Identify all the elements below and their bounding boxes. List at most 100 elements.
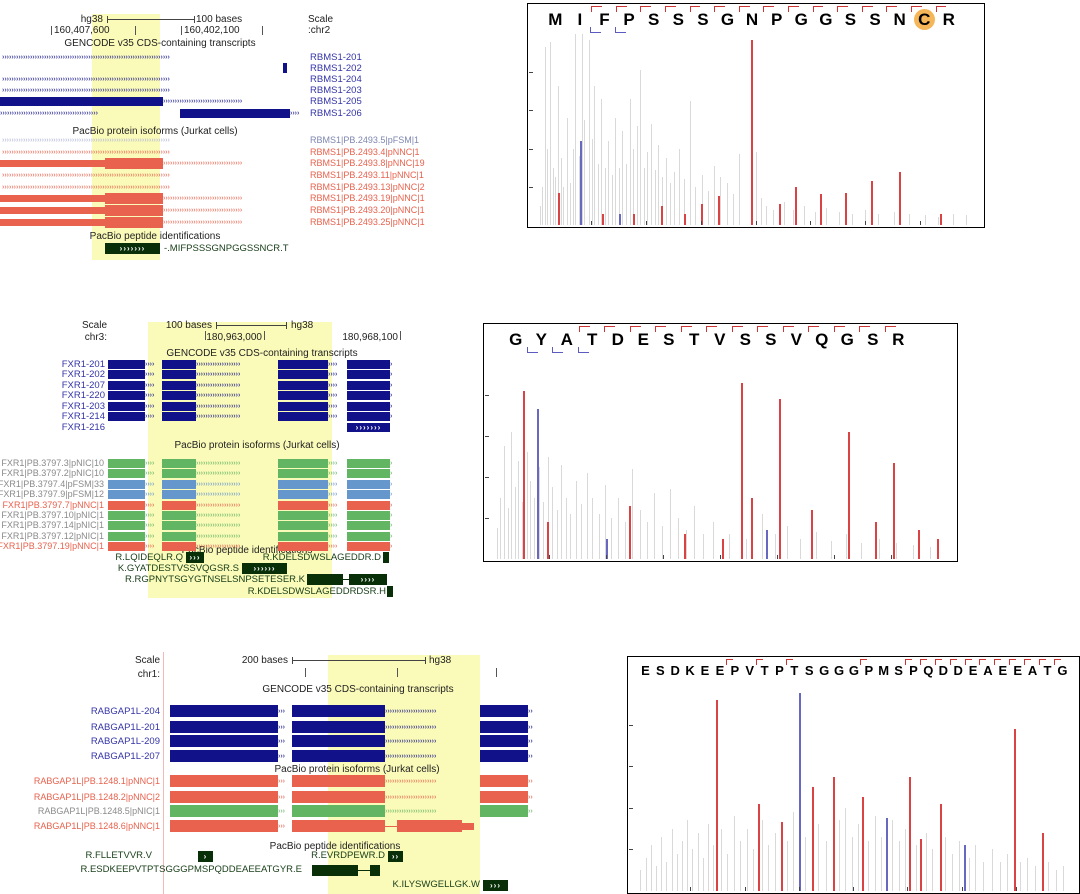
transcript-exon[interactable] xyxy=(162,401,196,411)
transcript-exon[interactable] xyxy=(278,401,328,411)
isoform-exon[interactable] xyxy=(397,820,462,832)
isoform-label[interactable]: RBMS1|PB.2493.13|pNNC|2 xyxy=(310,182,425,192)
transcript-label[interactable]: FXR1-203 xyxy=(61,401,105,412)
transcript-exon[interactable] xyxy=(347,369,390,379)
transcript-exon[interactable] xyxy=(278,380,328,390)
peptide-box[interactable]: ›››› xyxy=(349,573,387,585)
transcript-label[interactable]: FXR1-202 xyxy=(61,369,105,380)
isoform-exon[interactable] xyxy=(278,458,328,468)
transcript-exon[interactable] xyxy=(347,390,390,400)
transcript-exon[interactable] xyxy=(278,390,328,400)
transcript-exon[interactable] xyxy=(347,359,390,369)
isoform-exon[interactable] xyxy=(278,531,328,541)
isoform-exon[interactable] xyxy=(480,791,528,803)
transcript-exon[interactable] xyxy=(162,359,196,369)
peptide-box[interactable] xyxy=(370,864,380,876)
isoform-exon[interactable] xyxy=(105,157,163,169)
isoform-exon[interactable] xyxy=(170,820,278,832)
isoform-label[interactable]: RBMS1|PB.2493.20|pNNC|1 xyxy=(310,205,425,215)
isoform-exon[interactable] xyxy=(0,159,105,167)
transcript-exon[interactable] xyxy=(170,721,278,733)
transcript-exon[interactable] xyxy=(170,750,278,762)
transcript-exon[interactable] xyxy=(0,96,163,106)
isoform-exon[interactable] xyxy=(0,194,105,202)
isoform-exon[interactable] xyxy=(347,479,390,489)
transcript-label[interactable]: RABGAP1L-207 xyxy=(90,751,160,762)
isoform-exon[interactable] xyxy=(480,805,528,817)
transcript-label[interactable]: RABGAP1L-209 xyxy=(90,736,160,747)
transcript-label[interactable]: RBMS1-201 xyxy=(310,52,362,63)
transcript-label[interactable]: RABGAP1L-201 xyxy=(90,722,160,733)
isoform-exon[interactable] xyxy=(292,805,385,817)
isoform-exon[interactable] xyxy=(105,216,163,228)
isoform-label[interactable]: RABGAP1L|PB.1248.2|pNNC|2 xyxy=(33,792,160,802)
transcript-exon[interactable] xyxy=(108,359,145,369)
transcript-exon[interactable] xyxy=(278,359,328,369)
transcript-exon[interactable] xyxy=(347,380,390,390)
transcript-exon[interactable] xyxy=(180,108,290,118)
transcript-exon[interactable] xyxy=(278,369,328,379)
isoform-exon[interactable] xyxy=(278,500,328,510)
transcript-label[interactable]: FXR1-207 xyxy=(61,380,105,391)
isoform-label[interactable]: FXR1|PB.3797.2|pNIC|10 xyxy=(1,468,104,478)
isoform-label[interactable]: RABGAP1L|PB.1248.5|pNIC|1 xyxy=(37,806,160,816)
isoform-label[interactable]: RBMS1|PB.2493.19|pNNC|1 xyxy=(310,193,425,203)
isoform-exon[interactable] xyxy=(462,822,474,830)
isoform-exon[interactable] xyxy=(347,489,390,499)
isoform-exon[interactable] xyxy=(162,510,196,520)
transcript-exon[interactable] xyxy=(162,390,196,400)
isoform-exon[interactable] xyxy=(162,468,196,478)
peptide-box[interactable] xyxy=(383,551,389,563)
isoform-exon[interactable] xyxy=(108,541,145,551)
isoform-exon[interactable] xyxy=(347,531,390,541)
transcript-exon[interactable] xyxy=(480,721,528,733)
transcript-exon[interactable] xyxy=(347,411,390,421)
transcript-exon[interactable] xyxy=(292,705,385,717)
transcript-exon[interactable] xyxy=(162,380,196,390)
isoform-label[interactable]: FXR1|PB.3797.10|pNIC|1 xyxy=(1,510,104,520)
isoform-label[interactable]: RABGAP1L|PB.1248.6|pNNC|1 xyxy=(33,821,160,831)
isoform-exon[interactable] xyxy=(347,510,390,520)
isoform-exon[interactable] xyxy=(347,458,390,468)
transcript-exon[interactable] xyxy=(292,750,385,762)
isoform-label[interactable]: RBMS1|PB.2493.4|pNNC|1 xyxy=(310,147,420,157)
transcript-exon[interactable] xyxy=(108,390,145,400)
isoform-exon[interactable] xyxy=(278,468,328,478)
isoform-exon[interactable] xyxy=(0,218,105,226)
isoform-exon[interactable] xyxy=(162,531,196,541)
isoform-exon[interactable] xyxy=(347,468,390,478)
isoform-label[interactable]: RABGAP1L|PB.1248.1|pNNC|1 xyxy=(33,776,160,786)
isoform-exon[interactable] xyxy=(108,520,145,530)
isoform-exon[interactable] xyxy=(292,820,385,832)
isoform-label[interactable]: FXR1|PB.3797.4|pFSM|33 xyxy=(0,479,104,489)
isoform-exon[interactable] xyxy=(162,541,196,551)
isoform-exon[interactable] xyxy=(162,500,196,510)
isoform-exon[interactable] xyxy=(170,775,278,787)
transcript-label[interactable]: RBMS1-203 xyxy=(310,85,362,96)
isoform-exon[interactable] xyxy=(278,489,328,499)
peptide-box[interactable]: ››› xyxy=(186,551,204,563)
transcript-exon[interactable] xyxy=(162,411,196,421)
isoform-label[interactable]: RBMS1|PB.2493.11|pNNC|1 xyxy=(310,170,424,180)
transcript-exon[interactable] xyxy=(480,735,528,747)
isoform-exon[interactable] xyxy=(162,479,196,489)
isoform-exon[interactable] xyxy=(278,520,328,530)
transcript-label[interactable]: RABGAP1L-204 xyxy=(90,706,160,717)
isoform-exon[interactable] xyxy=(108,479,145,489)
isoform-exon[interactable] xyxy=(292,791,385,803)
transcript-exon[interactable] xyxy=(108,369,145,379)
peptide-box[interactable]: › xyxy=(198,850,213,862)
transcript-label[interactable]: FXR1-216 xyxy=(61,422,105,433)
isoform-exon[interactable] xyxy=(108,500,145,510)
transcript-label[interactable]: RBMS1-206 xyxy=(310,108,362,119)
transcript-exon[interactable] xyxy=(480,705,528,717)
isoform-label[interactable]: FXR1|PB.3797.14|pNIC|1 xyxy=(1,520,104,530)
transcript-label[interactable]: RBMS1-205 xyxy=(310,96,362,107)
isoform-label[interactable]: RBMS1|PB.2493.8|pNNC|19 xyxy=(310,158,425,168)
transcript-exon[interactable] xyxy=(170,735,278,747)
transcript-exon[interactable] xyxy=(108,411,145,421)
isoform-exon[interactable] xyxy=(170,805,278,817)
isoform-exon[interactable] xyxy=(108,531,145,541)
isoform-exon[interactable] xyxy=(347,520,390,530)
transcript-exon[interactable] xyxy=(278,411,328,421)
